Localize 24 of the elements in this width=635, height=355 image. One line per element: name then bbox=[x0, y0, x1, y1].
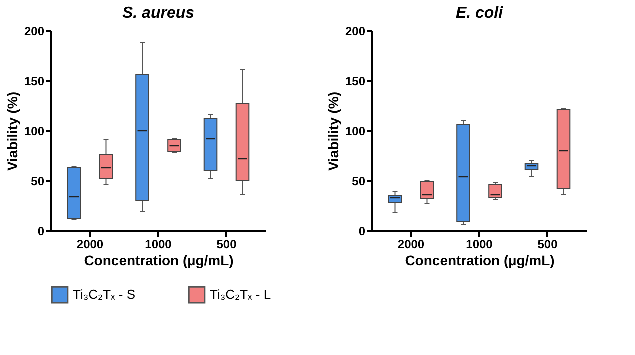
x-tick-label: 500 bbox=[216, 238, 238, 252]
x-axis-title: Concentration (µg/mL) bbox=[405, 252, 555, 268]
x-tick-label: 500 bbox=[538, 238, 558, 252]
x-tick-label: 1000 bbox=[145, 238, 172, 252]
x-tick-label: 2000 bbox=[398, 238, 425, 252]
y-tick-label: 200 bbox=[345, 24, 366, 38]
y-tick-label: 0 bbox=[358, 224, 366, 238]
chart-title: E. coli bbox=[456, 5, 504, 22]
y-tick-label: 50 bbox=[31, 174, 45, 188]
x-tick-label: 2000 bbox=[76, 238, 104, 252]
y-tick-label: 0 bbox=[38, 224, 45, 238]
y-tick-label: 100 bbox=[345, 124, 366, 138]
x-tick-label: 1000 bbox=[466, 238, 494, 252]
chart-title: S. aureus bbox=[122, 5, 195, 22]
y-axis-title: Viability (%) bbox=[4, 92, 20, 172]
y-tick-label: 100 bbox=[24, 124, 45, 138]
y-tick-label: 50 bbox=[352, 174, 366, 188]
legend-label: Ti₃C₂Tₓ - S bbox=[73, 287, 136, 302]
legend-label: Ti₃C₂Tₓ - L bbox=[210, 287, 272, 302]
y-tick-label: 150 bbox=[345, 74, 366, 88]
y-axis-title: Viability (%) bbox=[325, 92, 342, 172]
y-tick-label: 200 bbox=[24, 24, 45, 38]
x-axis-title: Concentration (µg/mL) bbox=[84, 252, 234, 268]
y-tick-label: 150 bbox=[24, 74, 45, 88]
